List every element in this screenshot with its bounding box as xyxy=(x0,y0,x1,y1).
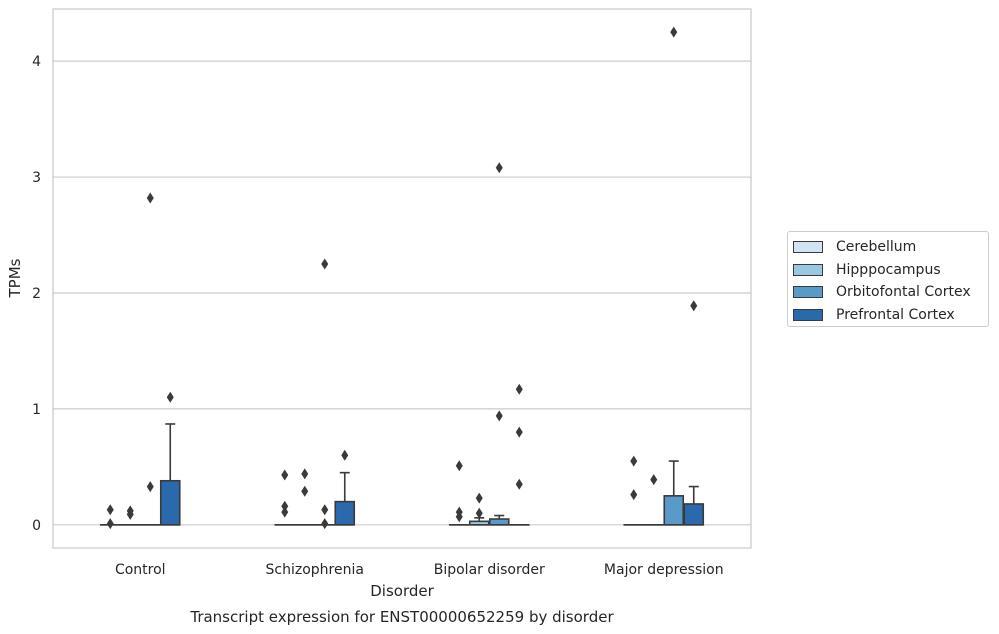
box-hipppocampus xyxy=(468,492,490,526)
x-axis-ticks: Control Schizophrenia Bipolar disorder Majo… xyxy=(115,562,724,578)
y-tick-label: 1 xyxy=(32,402,41,418)
box-cerebellum xyxy=(274,469,296,526)
y-tick-label: 0 xyxy=(32,518,41,534)
box-cerebellum xyxy=(623,455,645,526)
outlier-point xyxy=(495,162,503,174)
y-tick-label: 2 xyxy=(32,286,41,302)
y-axis-ticks: 0 1 2 3 4 xyxy=(32,54,41,534)
x-tick-label: Major depression xyxy=(604,562,724,578)
plot-background xyxy=(53,9,751,548)
outlier-point xyxy=(281,469,289,481)
legend-item-hippocampus: Hipppocampus xyxy=(793,259,988,282)
legend-swatch-hippocampus xyxy=(793,263,823,276)
box-orbitofontal-cortex xyxy=(663,26,685,526)
outlier-point xyxy=(106,504,114,516)
chart-caption: Transcript expression for ENST0000065225… xyxy=(189,608,614,626)
outlier-point xyxy=(281,500,289,512)
outlier-point xyxy=(321,504,329,516)
box-prefrontal-cortex xyxy=(334,449,356,526)
x-axis-title: Disorder xyxy=(370,582,434,600)
box-prefrontal-cortex xyxy=(159,391,181,526)
legend-label: Cerebellum xyxy=(836,239,917,256)
x-tick-label: Schizophrenia xyxy=(266,562,364,578)
y-tick-label: 3 xyxy=(32,170,41,186)
box-prefrontal-cortex xyxy=(508,383,530,526)
legend-label: Orbitofontal Cortex xyxy=(836,284,971,301)
outlier-point xyxy=(515,426,523,438)
outlier-point xyxy=(321,258,329,270)
plot-frame xyxy=(52,8,752,549)
outlier-point xyxy=(475,492,483,504)
box-orbitofontal-cortex xyxy=(488,162,510,526)
box xyxy=(488,518,510,526)
outlier-point xyxy=(515,478,523,490)
outlier-point xyxy=(475,507,483,519)
outlier-point xyxy=(670,26,678,38)
outlier-point xyxy=(515,383,523,395)
legend: Cerebellum Hipppocampus Orbitofontal Cor… xyxy=(787,231,989,327)
outlier-point xyxy=(455,511,463,523)
outlier-point xyxy=(281,506,289,518)
outlier-point xyxy=(301,468,309,480)
box-hipppocampus xyxy=(643,474,665,526)
outlier-point xyxy=(341,449,349,461)
outlier-point xyxy=(321,518,329,530)
box-orbitofontal-cortex xyxy=(139,192,161,526)
outlier-point xyxy=(630,455,638,467)
x-tick-label: Control xyxy=(115,562,166,578)
legend-item-orbitofrontal-cortex: Orbitofontal Cortex xyxy=(793,281,988,304)
outlier-point xyxy=(106,518,114,530)
legend-item-cerebellum: Cerebellum xyxy=(793,236,988,259)
outlier-point xyxy=(650,474,658,486)
box-hipppocampus xyxy=(294,468,316,526)
outlier-point xyxy=(630,489,638,501)
legend-item-prefrontal-cortex: Prefrontal Cortex xyxy=(793,304,988,327)
box xyxy=(334,500,356,526)
outlier-point xyxy=(455,460,463,472)
outlier-point xyxy=(690,300,698,312)
legend-swatch-prefrontal-cortex xyxy=(793,308,823,321)
box-cerebellum xyxy=(448,460,470,526)
legend-label: Hipppocampus xyxy=(836,261,941,278)
x-tick-label: Bipolar disorder xyxy=(434,562,545,578)
box-cerebellum xyxy=(99,504,121,530)
outlier-point xyxy=(495,410,503,422)
box xyxy=(683,503,705,526)
outlier-point xyxy=(126,508,134,520)
outlier-point xyxy=(146,481,154,493)
y-tick-label: 4 xyxy=(32,54,41,70)
box xyxy=(159,479,181,526)
outlier-point xyxy=(301,485,309,497)
box-plots xyxy=(99,26,705,530)
box xyxy=(663,495,685,526)
box-hipppocampus xyxy=(119,505,141,526)
legend-swatch-orbitofrontal-cortex xyxy=(793,286,823,299)
y-axis-title: TPMs xyxy=(6,258,24,298)
box-prefrontal-cortex xyxy=(683,300,705,526)
box-orbitofontal-cortex xyxy=(314,258,336,530)
legend-label: Prefrontal Cortex xyxy=(836,306,955,323)
legend-swatch-cerebellum xyxy=(793,241,823,254)
outlier-point xyxy=(166,391,174,403)
outlier-point xyxy=(146,192,154,204)
